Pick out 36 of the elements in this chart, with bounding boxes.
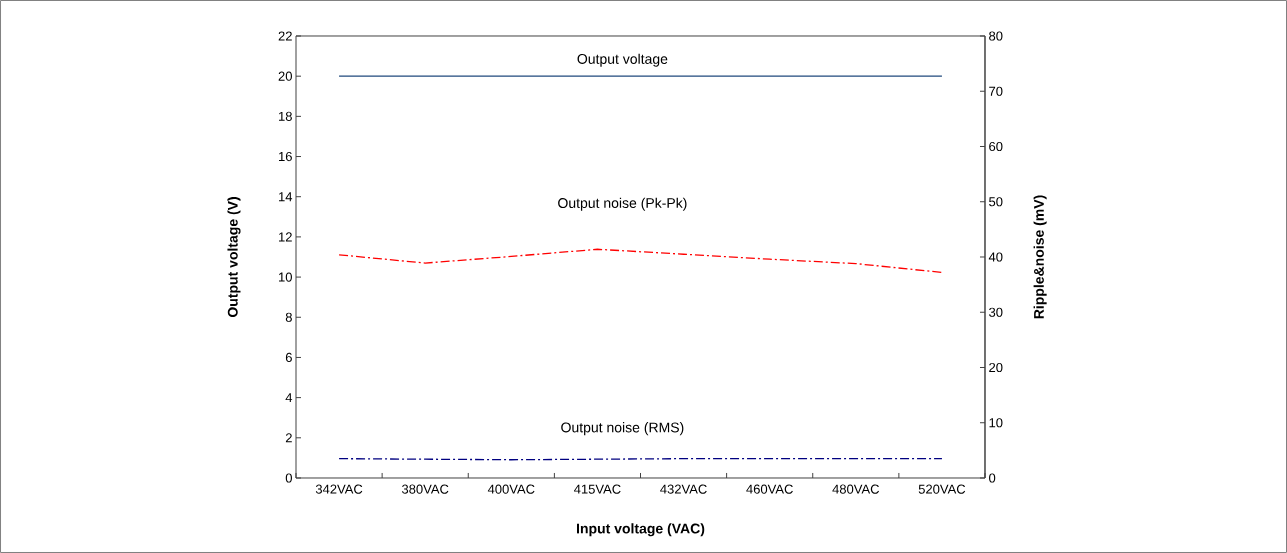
- x-tick-label: 342VAC: [315, 484, 363, 494]
- y2-tick-label: 60: [989, 141, 1003, 152]
- y2-tick-label: 40: [988, 252, 1003, 262]
- y-axis-title: Output voltage (V): [227, 197, 241, 318]
- y2-tick-label: 10: [989, 418, 1003, 428]
- y-tick-label: 22: [278, 31, 292, 41]
- x-tick-label: 400VAC: [487, 484, 535, 494]
- x-tick-label: 415VAC: [574, 484, 621, 494]
- x-tick-label: 432VAC: [660, 484, 707, 494]
- y-tick-label: 8: [285, 312, 292, 322]
- y-tick-label: 18: [279, 111, 292, 121]
- series-label: Output voltage: [577, 53, 668, 67]
- y-tick-label: 0: [285, 473, 292, 483]
- series-label: Output noise (RMS): [561, 422, 684, 436]
- y2-tick-label: 50: [989, 197, 1003, 207]
- y-tick-label: 12: [279, 232, 292, 242]
- y2-tick-label: 0: [989, 473, 996, 483]
- y-tick-label: 16: [279, 151, 292, 162]
- text: Output noise (Pk-Pk): [558, 197, 687, 211]
- y2-tick-label: 20: [989, 362, 1003, 373]
- x-tick-label: 460VAC: [746, 484, 793, 494]
- line-series: [338, 248, 943, 274]
- x-tick-label: 520VAC: [918, 484, 966, 494]
- y-tick-label: 6: [285, 352, 292, 363]
- y-tick-label: 14: [279, 192, 293, 202]
- y-tick-label: 20: [278, 71, 292, 81]
- y2-tick-label: 70: [989, 86, 1003, 96]
- x-tick-label: 480VAC: [832, 484, 880, 494]
- y-tick-label: 10: [279, 272, 292, 282]
- x-axis-title: Input voltage (VAC): [577, 523, 705, 537]
- y-tick-label: 2: [285, 433, 292, 443]
- y2-tick-label: 80: [989, 31, 1003, 41]
- y-tick-label: 4: [285, 393, 293, 403]
- y2-tick-label: 30: [989, 307, 1003, 317]
- y2-axis-title: Ripple&noise (mV): [1033, 195, 1047, 319]
- x-tick-label: 380VAC: [401, 484, 449, 494]
